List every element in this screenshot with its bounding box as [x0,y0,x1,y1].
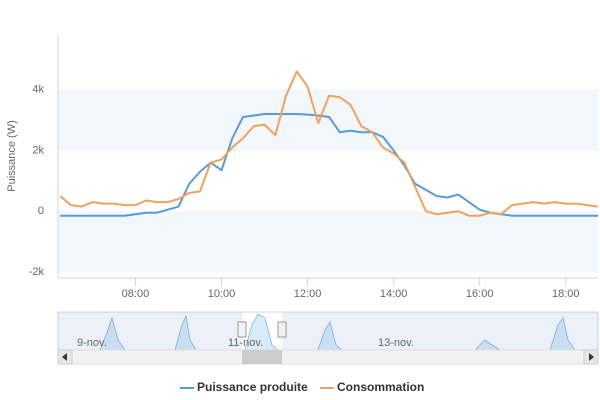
arrow-left [62,353,67,361]
plot-band [58,211,598,272]
scrollbar-track[interactable] [57,349,599,365]
y-tick-label: -2k [29,266,45,278]
navigator-mask [282,312,598,350]
y-axis-title: Puissance (W) [6,120,18,192]
navigator-handle[interactable] [237,321,247,338]
navigator-label: 9-nov. [77,337,107,349]
x-tick-label: 10:00 [208,288,236,300]
series-line [59,70,599,217]
arrow-right [589,353,594,361]
x-tick-label: 12:00 [294,288,322,300]
scrollbar-thumb[interactable] [242,350,282,364]
x-tick-label: 18:00 [552,288,580,300]
navigator-label: 11-nov. [228,337,263,349]
series-line [60,113,598,217]
x-tick-label: 08:00 [122,288,150,300]
legend-label[interactable]: Consommation [337,380,424,394]
y-tick-label: 0 [38,205,44,217]
x-tick-label: 14:00 [380,288,408,300]
x-tick-label: 16:00 [466,288,494,300]
navigator [57,311,599,365]
navigator-label: 13-nov. [378,337,414,349]
navigator-mask [58,312,242,350]
legend-label[interactable]: Puissance produite [197,380,308,394]
y-tick-label: 4k [32,84,44,96]
y-tick-label: 2k [32,144,44,156]
navigator-handle[interactable] [277,321,287,338]
